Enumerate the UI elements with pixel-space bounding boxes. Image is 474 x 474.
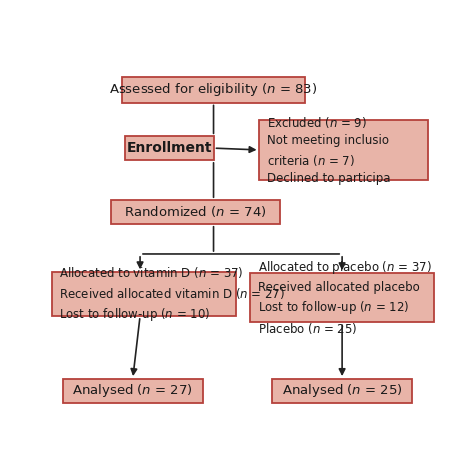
FancyBboxPatch shape bbox=[110, 200, 280, 224]
FancyBboxPatch shape bbox=[125, 136, 213, 160]
FancyBboxPatch shape bbox=[63, 379, 202, 403]
FancyBboxPatch shape bbox=[259, 120, 428, 180]
Text: Assessed for eligibility ($n$ = 83): Assessed for eligibility ($n$ = 83) bbox=[109, 81, 318, 98]
Text: Analysed ($n$ = 27): Analysed ($n$ = 27) bbox=[73, 383, 193, 399]
FancyBboxPatch shape bbox=[122, 77, 305, 102]
Text: Analysed ($n$ = 25): Analysed ($n$ = 25) bbox=[282, 383, 402, 399]
Text: Excluded ($n$ = 9)
Not meeting inclusio
criteria ($n$ = 7)
Declined to participa: Excluded ($n$ = 9) Not meeting inclusio … bbox=[267, 115, 390, 185]
Text: Allocated to placebo ($n$ = 37)
Received allocated placebo
Lost to follow-up ($n: Allocated to placebo ($n$ = 37) Received… bbox=[258, 259, 431, 337]
Text: Enrollment: Enrollment bbox=[127, 141, 212, 155]
FancyBboxPatch shape bbox=[250, 273, 434, 322]
FancyBboxPatch shape bbox=[272, 379, 412, 403]
FancyBboxPatch shape bbox=[52, 272, 236, 316]
Text: Randomized ($n$ = 74): Randomized ($n$ = 74) bbox=[124, 204, 266, 219]
Text: Allocated to vitamin D ($n$ = 37)
Received allocated vitamin D ($n$ = 27)
Lost t: Allocated to vitamin D ($n$ = 37) Receiv… bbox=[59, 265, 285, 323]
